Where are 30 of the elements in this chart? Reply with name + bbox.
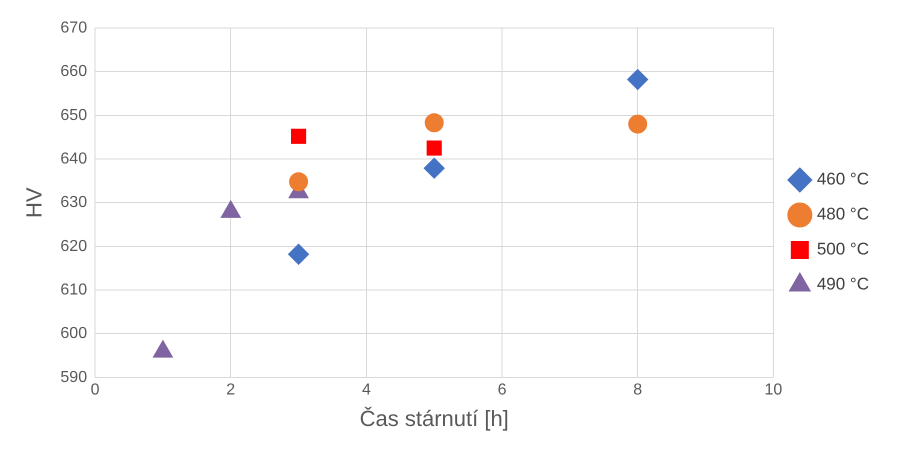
legend-label: 460 °C	[816, 170, 870, 189]
x-tick-label: 8	[633, 381, 642, 398]
y-tick-label: 600	[60, 325, 88, 342]
point	[424, 113, 444, 132]
y-axis-title: HV	[21, 187, 46, 218]
x-tick-label: 10	[764, 381, 782, 398]
point	[288, 244, 310, 265]
legend-label: 490 °C	[816, 274, 870, 294]
y-tick-label: 660	[60, 63, 88, 80]
point	[627, 69, 648, 90]
y-tick-label: 630	[60, 194, 88, 212]
x-tick-label: 4	[362, 381, 371, 398]
x-tick-label: 6	[498, 381, 507, 398]
legend-label: 500 °C	[816, 240, 870, 259]
y-tick-label: 650	[60, 106, 88, 124]
y-tick-label: 610	[60, 281, 88, 298]
point	[290, 128, 306, 144]
x-tick-label: 0	[90, 381, 100, 398]
y-tick-label: 590	[60, 368, 88, 386]
x-tick-label: 2	[226, 381, 236, 398]
y-tick-label: 670	[60, 19, 88, 36]
y-tick-label: 620	[60, 238, 88, 255]
point	[152, 340, 173, 358]
point	[289, 172, 308, 192]
point	[426, 140, 442, 156]
legend-label: 480 °C	[816, 204, 870, 224]
point	[628, 114, 648, 134]
y-tick-label: 640	[60, 150, 88, 168]
point	[424, 158, 445, 179]
x-axis-title: Čas stárnutí [h]	[360, 406, 509, 431]
